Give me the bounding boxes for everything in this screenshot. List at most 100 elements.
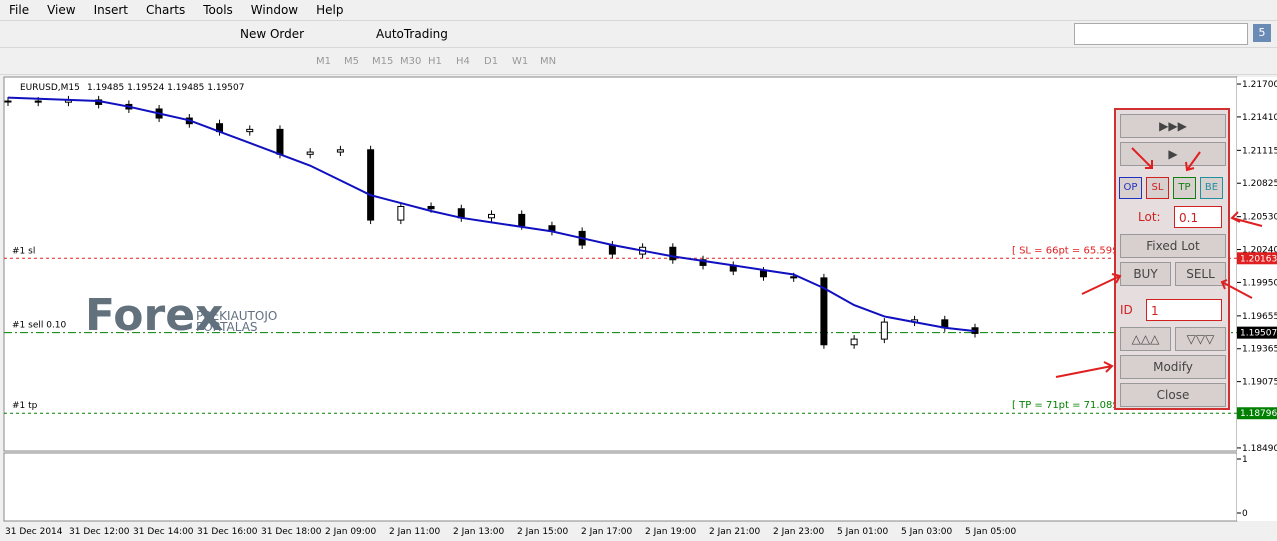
price-tag-label: 1.18796 <box>1240 409 1277 419</box>
x-tick-label: 31 Dec 16:00 <box>197 527 258 537</box>
moving-average <box>7 96 976 333</box>
menu-item[interactable]: Insert <box>93 3 128 17</box>
toolbar: M1 M5 M15 M30 H1 H4 D1 W1 MN <box>0 48 1277 75</box>
up-button[interactable]: △△△ <box>1120 327 1171 351</box>
x-tick-label: 5 Jan 03:00 <box>901 527 953 537</box>
op-button[interactable]: OP <box>1119 177 1142 199</box>
menu-item[interactable]: Window <box>250 3 299 17</box>
candle <box>820 277 828 346</box>
timeframe-button[interactable]: D1 <box>484 56 499 67</box>
candle <box>669 246 677 261</box>
y-tick-label: 1.19655 <box>1242 312 1277 322</box>
menu-item[interactable]: File <box>9 3 30 17</box>
y-tick-label: 1.20530 <box>1242 213 1277 223</box>
close-button[interactable]: Close <box>1120 383 1226 407</box>
candle <box>488 213 495 219</box>
timeframe-button[interactable]: W1 <box>512 56 529 67</box>
menu-item[interactable]: Tools <box>203 3 233 17</box>
candle <box>518 213 526 227</box>
candle <box>397 205 405 221</box>
price-tag <box>1237 407 1277 420</box>
price-tag <box>1237 252 1277 265</box>
timeframe-button[interactable]: H4 <box>456 56 470 67</box>
candle <box>790 276 798 279</box>
level-note: [ TP = 71pt = 71.08$ ] SL x 1 : 1 <box>1012 400 1176 411</box>
y-tick-label: 1.19950 <box>1242 278 1277 288</box>
modify-button[interactable]: Modify <box>1120 355 1226 379</box>
tp-button[interactable]: TP <box>1173 177 1196 199</box>
notifications[interactable]: 5 <box>1253 24 1271 42</box>
y-tick-label: 1 <box>1242 455 1248 465</box>
y-tick-label: 1.21115 <box>1242 146 1277 156</box>
fixed-lot-button[interactable]: Fixed Lot <box>1120 234 1226 258</box>
x-tick-label: 2 Jan 17:00 <box>581 527 633 537</box>
sell-button[interactable]: SELL <box>1175 262 1226 286</box>
watermark-tagline: PREKIAUTOJO <box>196 309 277 323</box>
x-tick-label: 2 Jan 09:00 <box>325 527 377 537</box>
autotrading-button[interactable]: AutoTrading <box>376 27 448 41</box>
buy-button[interactable]: BUY <box>1120 262 1171 286</box>
chart-title: EURUSD,M15 <box>20 83 80 93</box>
subwindow <box>3 452 1238 522</box>
candle <box>880 321 888 340</box>
timeframe-button[interactable]: MN <box>540 56 557 67</box>
candle <box>759 270 767 278</box>
candle <box>336 149 344 153</box>
search-box[interactable] <box>1074 23 1248 45</box>
toolbar: New Order AutoTrading 5 <box>0 21 1277 48</box>
timeframe-button[interactable]: M15 <box>372 56 394 67</box>
y-tick-label: 1.19365 <box>1242 345 1277 355</box>
candle <box>4 100 12 103</box>
x-tick-label: 2 Jan 21:00 <box>709 527 761 537</box>
trade-panel: ▶▶▶ ▶ OP SL TP BE Lot: 0.1 Fixed Lot BUY… <box>1114 108 1230 410</box>
y-tick-label: 1.18490 <box>1242 444 1277 454</box>
menu-item[interactable]: Charts <box>146 3 186 17</box>
step-button[interactable]: ▶ <box>1120 142 1226 166</box>
timeframe-button[interactable]: M1 <box>316 56 331 67</box>
level-note: [ SL = 66pt = 65.59$ ] <box>1012 245 1126 256</box>
id-label: ID <box>1120 303 1133 317</box>
y-tick-label: 1.20240 <box>1242 246 1277 256</box>
y-tick-label: 1.21410 <box>1242 113 1277 123</box>
down-button[interactable]: ▽▽▽ <box>1175 327 1226 351</box>
fast-button[interactable]: ▶▶▶ <box>1120 114 1226 138</box>
price-axis <box>1237 77 1277 521</box>
candle <box>306 151 314 155</box>
candle <box>276 128 284 155</box>
x-tick-label: 2 Jan 13:00 <box>453 527 505 537</box>
menu-item[interactable]: View <box>47 3 76 17</box>
new-order-button[interactable]: New Order <box>240 27 305 41</box>
lot-label: Lot: <box>1138 210 1161 224</box>
menu-bar: File View Insert Charts Tools Window Help <box>0 0 1277 21</box>
x-tick-label: 2 Jan 19:00 <box>645 527 697 537</box>
id-input[interactable]: 1 <box>1146 299 1222 321</box>
timeframe-button[interactable]: M5 <box>344 56 359 67</box>
candle <box>246 128 254 133</box>
chart-area <box>3 76 1238 452</box>
ohlc: 1.19485 1.19524 1.19485 1.19507 <box>87 83 244 93</box>
candle <box>367 149 375 221</box>
candle <box>699 259 707 266</box>
x-tick-label: 31 Dec 12:00 <box>69 527 130 537</box>
timeframe-button[interactable]: H1 <box>428 56 442 67</box>
x-tick-label: 5 Jan 01:00 <box>837 527 889 537</box>
price-tag <box>1237 326 1277 339</box>
candle <box>427 205 435 210</box>
y-tick-label: 1.21700 <box>1242 80 1277 90</box>
sl-button[interactable]: SL <box>1146 177 1169 199</box>
timeframe-button[interactable]: M30 <box>400 56 422 67</box>
lot-input[interactable]: 0.1 <box>1174 206 1222 228</box>
be-button[interactable]: BE <box>1200 177 1223 199</box>
menu-item[interactable]: Help <box>316 3 344 17</box>
watermark-tagline: PORTALAS <box>196 320 258 334</box>
x-tick-label: 31 Dec 14:00 <box>133 527 194 537</box>
level-label: #1 sl <box>12 246 35 256</box>
price-tag-label: 1.19507 <box>1240 329 1277 339</box>
x-tick-label: 5 Jan 05:00 <box>965 527 1017 537</box>
candle <box>34 100 42 103</box>
x-tick-label: 31 Dec 18:00 <box>261 527 322 537</box>
x-tick-label: 2 Jan 11:00 <box>389 527 441 537</box>
y-tick-label: 0 <box>1242 509 1248 519</box>
